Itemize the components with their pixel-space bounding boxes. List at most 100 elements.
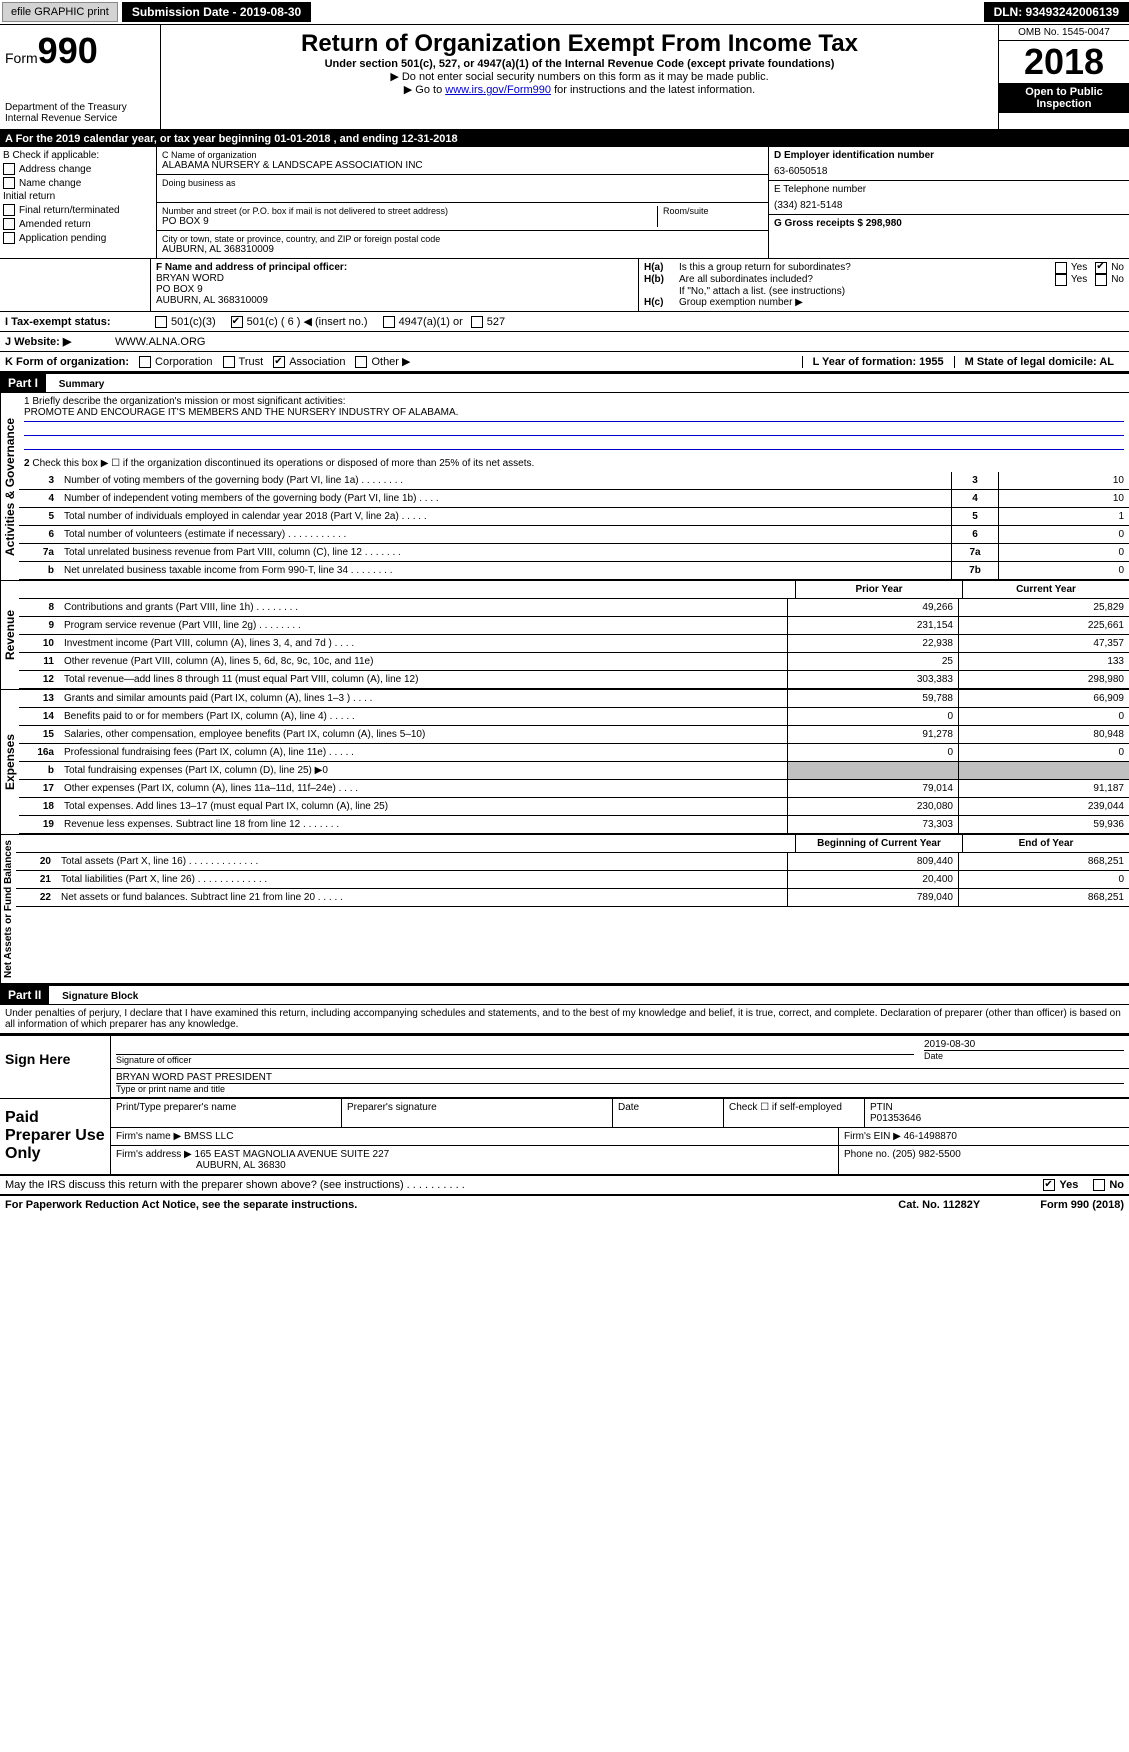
line-text: Investment income (Part VIII, column (A)… bbox=[59, 635, 787, 652]
beginning-year-header: Beginning of Current Year bbox=[795, 835, 962, 852]
pending-checkbox[interactable] bbox=[3, 232, 15, 244]
hb-yes-checkbox[interactable] bbox=[1055, 274, 1067, 286]
discuss-yes-checkbox[interactable] bbox=[1043, 1179, 1055, 1191]
4947-checkbox[interactable] bbox=[383, 316, 395, 328]
financial-line: 16a Professional fundraising fees (Part … bbox=[19, 744, 1129, 762]
preparer-date-header: Date bbox=[613, 1099, 724, 1127]
financial-line: 22 Net assets or fund balances. Subtract… bbox=[16, 889, 1129, 907]
irs-link[interactable]: www.irs.gov/Form990 bbox=[445, 84, 551, 96]
final-return-checkbox[interactable] bbox=[3, 204, 15, 216]
financial-line: 11 Other revenue (Part VIII, column (A),… bbox=[19, 653, 1129, 671]
discuss-no-checkbox[interactable] bbox=[1093, 1179, 1105, 1191]
line-number: 8 bbox=[19, 599, 59, 616]
other-label: Other ▶ bbox=[371, 355, 410, 368]
open-line2: Inspection bbox=[1002, 98, 1126, 110]
line-value: 10 bbox=[998, 490, 1129, 507]
financial-line: 13 Grants and similar amounts paid (Part… bbox=[19, 690, 1129, 708]
hb-yes: Yes bbox=[1071, 274, 1087, 286]
current-year-value: 66,909 bbox=[958, 690, 1129, 707]
revenue-section: Revenue Prior Year Current Year 8 Contri… bbox=[0, 581, 1129, 690]
4947-label: 4947(a)(1) or bbox=[399, 316, 463, 328]
current-year-value: 91,187 bbox=[958, 780, 1129, 797]
line-number: 19 bbox=[19, 816, 59, 833]
line-number: 3 bbox=[19, 472, 59, 489]
current-year-value: 133 bbox=[958, 653, 1129, 670]
527-checkbox[interactable] bbox=[471, 316, 483, 328]
other-checkbox[interactable] bbox=[355, 356, 367, 368]
part2-title: Signature Block bbox=[52, 991, 138, 1002]
room-label: Room/suite bbox=[663, 206, 763, 216]
dba-label: Doing business as bbox=[162, 178, 763, 188]
prior-year-value: 20,400 bbox=[787, 871, 958, 888]
ha-yes-checkbox[interactable] bbox=[1055, 262, 1067, 274]
line-text: Total fundraising expenses (Part IX, col… bbox=[59, 762, 787, 779]
section-b: B Check if applicable: Address change Na… bbox=[0, 147, 1129, 259]
hb-note: If "No," attach a list. (see instruction… bbox=[644, 286, 1124, 297]
ha-no-checkbox[interactable] bbox=[1095, 262, 1107, 274]
firm-phone: (205) 982-5500 bbox=[892, 1149, 960, 1160]
trust-checkbox[interactable] bbox=[223, 356, 235, 368]
line-text: Other revenue (Part VIII, column (A), li… bbox=[59, 653, 787, 670]
line-text: Total assets (Part X, line 16) . . . . .… bbox=[56, 853, 787, 870]
ptin-value: P01353646 bbox=[870, 1113, 1124, 1124]
line-number: b bbox=[19, 762, 59, 779]
city-label: City or town, state or province, country… bbox=[162, 234, 763, 244]
signer-name: BRYAN WORD PAST PRESIDENT bbox=[116, 1072, 1124, 1083]
hb-no-checkbox[interactable] bbox=[1095, 274, 1107, 286]
netassets-label: Net Assets or Fund Balances bbox=[0, 835, 16, 983]
discuss-yes: Yes bbox=[1059, 1179, 1078, 1191]
sign-date: 2019-08-30 bbox=[924, 1039, 1124, 1050]
current-year-value: 25,829 bbox=[958, 599, 1129, 616]
name-change-checkbox[interactable] bbox=[3, 177, 15, 189]
line-number: 4 bbox=[19, 490, 59, 507]
summary-line: 3 Number of voting members of the govern… bbox=[19, 472, 1129, 490]
prior-year-header: Prior Year bbox=[795, 581, 962, 598]
line-number: 20 bbox=[16, 853, 56, 870]
amended-checkbox[interactable] bbox=[3, 218, 15, 230]
name-change-label: Name change bbox=[19, 178, 81, 189]
financial-line: 8 Contributions and grants (Part VIII, l… bbox=[19, 599, 1129, 617]
c-label: C Name of organization bbox=[162, 150, 763, 160]
m-state: M State of legal domicile: AL bbox=[954, 356, 1124, 368]
line-number: 17 bbox=[19, 780, 59, 797]
firm-addr-label: Firm's address ▶ bbox=[116, 1149, 192, 1160]
corp-label: Corporation bbox=[155, 356, 212, 368]
501c-checkbox[interactable] bbox=[231, 316, 243, 328]
assoc-checkbox[interactable] bbox=[273, 356, 285, 368]
501c3-checkbox[interactable] bbox=[155, 316, 167, 328]
addr-change-checkbox[interactable] bbox=[3, 163, 15, 175]
line-text: Professional fundraising fees (Part IX, … bbox=[59, 744, 787, 761]
firm-addr1: 165 EAST MAGNOLIA AVENUE SUITE 227 bbox=[195, 1149, 390, 1160]
part1-body: Activities & Governance 1 Briefly descri… bbox=[0, 393, 1129, 581]
firm-addr2: AUBURN, AL 36830 bbox=[116, 1160, 833, 1171]
line-box: 5 bbox=[951, 508, 998, 525]
corp-checkbox[interactable] bbox=[139, 356, 151, 368]
form-990: 990 bbox=[38, 30, 98, 71]
line-text: Total expenses. Add lines 13–17 (must eq… bbox=[59, 798, 787, 815]
line-value: 1 bbox=[998, 508, 1129, 525]
goto-prefix: ▶ Go to bbox=[404, 84, 445, 96]
efile-button[interactable]: efile GRAPHIC print bbox=[2, 2, 118, 22]
line-number: 16a bbox=[19, 744, 59, 761]
cat-no: Cat. No. 11282Y bbox=[898, 1199, 980, 1211]
line-text: Program service revenue (Part VIII, line… bbox=[59, 617, 787, 634]
line-number: 7a bbox=[19, 544, 59, 561]
prior-year-value: 79,014 bbox=[787, 780, 958, 797]
firm-ein-label: Firm's EIN ▶ bbox=[844, 1131, 901, 1142]
summary-line: 4 Number of independent voting members o… bbox=[19, 490, 1129, 508]
current-year-value: 239,044 bbox=[958, 798, 1129, 815]
line-text: Benefits paid to or for members (Part IX… bbox=[59, 708, 787, 725]
financial-line: 17 Other expenses (Part IX, column (A), … bbox=[19, 780, 1129, 798]
current-year-value: 225,661 bbox=[958, 617, 1129, 634]
i-label: I Tax-exempt status: bbox=[5, 316, 155, 328]
prior-year-value: 0 bbox=[787, 744, 958, 761]
firm-phone-label: Phone no. bbox=[844, 1149, 890, 1160]
officer-city: AUBURN, AL 368310009 bbox=[156, 295, 633, 306]
line-text: Grants and similar amounts paid (Part IX… bbox=[59, 690, 787, 707]
date-label: Date bbox=[924, 1050, 1124, 1061]
line-text: Total number of volunteers (estimate if … bbox=[59, 526, 951, 543]
form-subtitle: Under section 501(c), 527, or 4947(a)(1)… bbox=[166, 58, 993, 70]
summary-line: 6 Total number of volunteers (estimate i… bbox=[19, 526, 1129, 544]
hc-label: H(c) bbox=[644, 297, 679, 308]
paid-preparer-section: Paid Preparer Use Only Print/Type prepar… bbox=[0, 1099, 1129, 1176]
